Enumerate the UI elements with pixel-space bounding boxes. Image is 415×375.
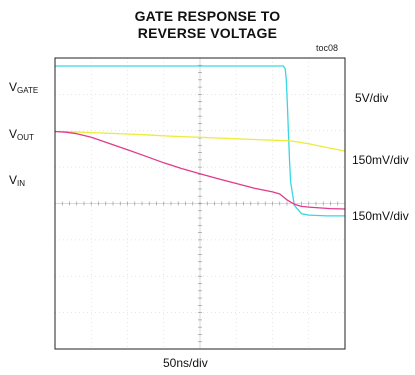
x-axis-label: 50ns/div [163, 356, 208, 370]
grid [55, 58, 345, 349]
channel-label-vin: VIN [9, 173, 26, 188]
channel-label-vgate: VGATE [9, 80, 39, 95]
scale-label-vgate: 5V/div [355, 91, 389, 105]
channel-label-vout: VOUT [9, 127, 34, 142]
trace-vgate [55, 65, 345, 217]
plot-frame [54, 57, 346, 350]
trace-vout [54, 130, 346, 152]
chart-title-line-1: GATE RESPONSE TO [134, 8, 281, 24]
scale-label-vout: 150mV/div [352, 153, 409, 167]
trace-vin [54, 130, 346, 210]
scale-label-vin: 150mV/div [352, 209, 409, 223]
figure-tag: toc08 [316, 43, 339, 53]
chart-title-line-2: REVERSE VOLTAGE [137, 25, 278, 41]
traces [54, 65, 346, 217]
